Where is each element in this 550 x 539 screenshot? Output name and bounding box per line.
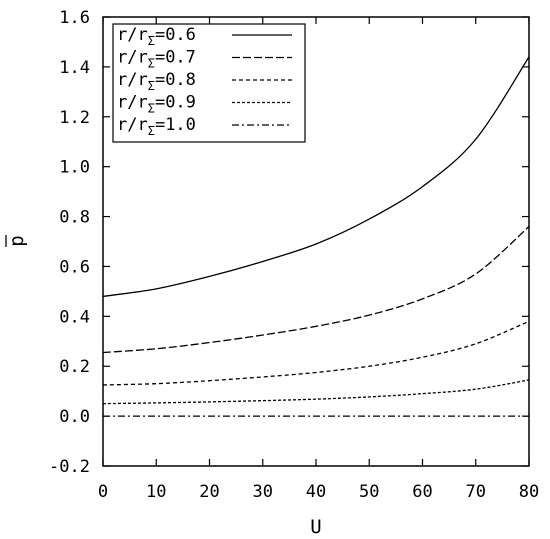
x-tick-label: 70 [466, 482, 486, 502]
y-tick-label: 1.6 [59, 8, 90, 28]
series-lines [102, 56, 530, 417]
x-tick-label: 0 [98, 482, 108, 502]
y-tick-label: 0.0 [59, 407, 90, 427]
series-line-3 [102, 379, 530, 405]
y-tick-label: 0.6 [59, 257, 90, 277]
legend-label-3: r/rΣ=0.9 [117, 93, 196, 116]
y-axis-label-group: p [5, 235, 28, 247]
series-line-2 [102, 320, 530, 386]
x-tick-label: 30 [253, 482, 273, 502]
axis-ticks [102, 16, 530, 467]
y-tick-label: 1.0 [59, 158, 90, 178]
series-line-1 [102, 226, 530, 354]
legend-label-4: r/rΣ=1.0 [117, 115, 196, 138]
x-tick-label: 40 [306, 482, 326, 502]
legend-label-1: r/rΣ=0.7 [117, 48, 196, 71]
y-tick-label: -0.2 [49, 457, 90, 477]
y-tick-label: 1.4 [59, 58, 90, 78]
y-tick-label: 0.4 [59, 307, 90, 327]
legend-label-2: r/rΣ=0.8 [117, 70, 196, 93]
y-tick-label: 0.8 [59, 208, 90, 228]
x-tick-label: 60 [412, 482, 432, 502]
y-tick-label: 1.2 [59, 108, 90, 128]
x-axis-label: U [310, 516, 321, 538]
y-axis-label: p [6, 235, 28, 246]
x-tick-label: 80 [519, 482, 539, 502]
legend-box [112, 23, 306, 143]
axis-tick-labels: 0 10 20 30 40 50 60 70 80 -0.2 0.0 0.2 0.4 0.6 0.8 1.0 1… [49, 8, 539, 502]
legend: r/rΣ=0.6r/rΣ=0.7r/rΣ=0.8r/rΣ=0.9r/rΣ=1.0 [112, 23, 306, 143]
y-tick-label: 0.2 [59, 357, 90, 377]
x-tick-label: 20 [199, 482, 219, 502]
legend-label-0: r/rΣ=0.6 [117, 25, 196, 48]
x-tick-label: 10 [146, 482, 166, 502]
series-line-0 [102, 56, 530, 298]
x-tick-label: 50 [359, 482, 379, 502]
legend-entries: r/rΣ=0.6r/rΣ=0.7r/rΣ=0.8r/rΣ=0.9r/rΣ=1.0 [117, 25, 292, 138]
